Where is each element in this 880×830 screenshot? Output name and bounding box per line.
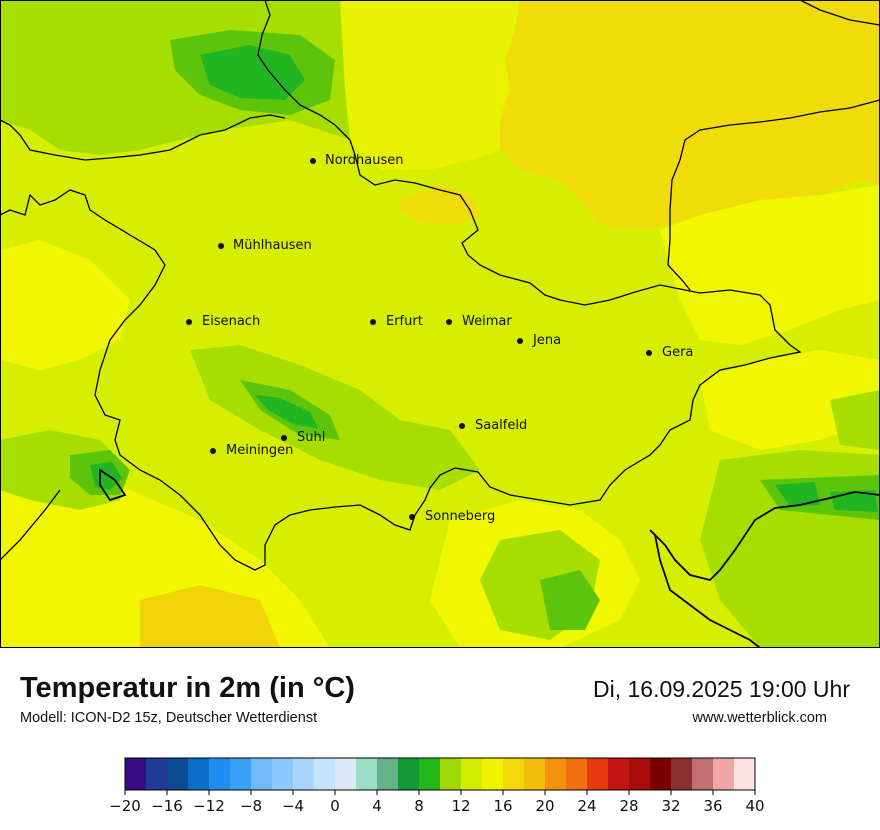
city-dot-icon bbox=[310, 158, 316, 164]
city-dot-icon bbox=[409, 514, 415, 520]
scale-tick-label: 24 bbox=[577, 797, 596, 815]
scale-swatch bbox=[272, 758, 294, 790]
city-label: Jena bbox=[532, 333, 561, 348]
city-saalfeld[interactable]: Saalfeld bbox=[459, 418, 527, 433]
city-dot-icon bbox=[646, 350, 652, 356]
temperature-zones bbox=[0, 0, 880, 648]
scale-tick-label: 40 bbox=[745, 797, 764, 815]
scale-tick-label: 12 bbox=[451, 797, 470, 815]
city-label: Erfurt bbox=[386, 314, 423, 329]
city-meiningen[interactable]: Meiningen bbox=[210, 443, 293, 458]
scale-swatch bbox=[713, 758, 735, 790]
scale-tick-label: −12 bbox=[193, 797, 225, 815]
city-label: Suhl bbox=[297, 430, 325, 445]
scale-swatch bbox=[293, 758, 315, 790]
city-label: Nordhausen bbox=[325, 153, 404, 168]
scale-swatch bbox=[545, 758, 567, 790]
color-scale: −20 −16 −12 −8 −4 0 4 8 12 16 20 24 28 32 36 40 bbox=[109, 757, 765, 815]
scale-tick-label: −20 bbox=[109, 797, 141, 815]
scale-swatch bbox=[146, 758, 168, 790]
cities: Nordhausen Mühlhausen Eisenach Erfurt We… bbox=[186, 153, 693, 524]
city-label: Eisenach bbox=[202, 314, 260, 329]
scale-tick-label: 28 bbox=[619, 797, 638, 815]
model-info: Modell: ICON-D2 15z, Deutscher Wetterdie… bbox=[20, 710, 318, 726]
website-link[interactable]: www.wetterblick.com bbox=[692, 710, 827, 726]
scale-swatch bbox=[335, 758, 357, 790]
city-label: Saalfeld bbox=[475, 418, 527, 433]
scale-swatch bbox=[314, 758, 336, 790]
city-dot-icon bbox=[446, 319, 452, 325]
scale-swatch bbox=[209, 758, 231, 790]
scale-frame bbox=[124, 757, 756, 791]
scale-tick-label: 16 bbox=[493, 797, 512, 815]
city-dot-icon bbox=[370, 319, 376, 325]
scale-swatch bbox=[461, 758, 483, 790]
scale-swatch bbox=[419, 758, 441, 790]
scale-swatch bbox=[398, 758, 420, 790]
scale-swatch bbox=[524, 758, 546, 790]
scale-swatch bbox=[629, 758, 651, 790]
city-label: Mühlhausen bbox=[233, 238, 312, 253]
scale-tick-label: 0 bbox=[330, 797, 340, 815]
scale-tick-label: −8 bbox=[240, 797, 262, 815]
scale-swatch bbox=[188, 758, 210, 790]
scale-tick-label: 8 bbox=[414, 797, 424, 815]
scale-tick-label: 32 bbox=[661, 797, 680, 815]
scale-swatch bbox=[587, 758, 609, 790]
scale-swatch bbox=[566, 758, 588, 790]
scale-swatch bbox=[377, 758, 399, 790]
scale-swatch bbox=[230, 758, 252, 790]
scale-swatch bbox=[734, 758, 756, 790]
city-eisenach[interactable]: Eisenach bbox=[186, 314, 260, 329]
city-dot-icon bbox=[281, 435, 287, 441]
scale-swatch bbox=[356, 758, 378, 790]
city-label: Meiningen bbox=[226, 443, 293, 458]
scale-swatch bbox=[503, 758, 525, 790]
scale-tick-label: 4 bbox=[372, 797, 382, 815]
city-label: Gera bbox=[662, 345, 693, 360]
city-jena[interactable]: Jena bbox=[517, 333, 561, 348]
scale-swatch bbox=[125, 758, 147, 790]
city-label: Weimar bbox=[462, 314, 512, 329]
scale-tick-label: −4 bbox=[282, 797, 304, 815]
scale-swatch bbox=[650, 758, 672, 790]
city-muehlhausen[interactable]: Mühlhausen bbox=[218, 238, 312, 253]
legend-footer: Temperatur in 2m (in °C) Modell: ICON-D2… bbox=[0, 648, 880, 830]
city-suhl[interactable]: Suhl bbox=[281, 430, 325, 445]
city-sonneberg[interactable]: Sonneberg bbox=[409, 509, 495, 524]
scale-swatch bbox=[482, 758, 504, 790]
city-dot-icon bbox=[210, 448, 216, 454]
city-gera[interactable]: Gera bbox=[646, 345, 693, 360]
scale-swatch bbox=[440, 758, 462, 790]
temperature-map: Nordhausen Mühlhausen Eisenach Erfurt We… bbox=[0, 0, 880, 648]
scale-tick-label: 20 bbox=[535, 797, 554, 815]
scale-swatch bbox=[251, 758, 273, 790]
forecast-datetime: Di, 16.09.2025 19:00 Uhr bbox=[592, 676, 850, 702]
city-label: Sonneberg bbox=[425, 509, 495, 524]
scale-tick-label: 36 bbox=[703, 797, 722, 815]
city-dot-icon bbox=[517, 338, 523, 344]
city-weimar[interactable]: Weimar bbox=[446, 314, 512, 329]
city-dot-icon bbox=[186, 319, 192, 325]
city-dot-icon bbox=[218, 243, 224, 249]
scale-swatch bbox=[692, 758, 714, 790]
scale-tick-label: −16 bbox=[151, 797, 183, 815]
scale-swatch bbox=[608, 758, 630, 790]
city-dot-icon bbox=[459, 423, 465, 429]
city-nordhausen[interactable]: Nordhausen bbox=[310, 153, 404, 168]
scale-swatch bbox=[671, 758, 693, 790]
borders bbox=[0, 0, 880, 648]
map-title: Temperatur in 2m (in °C) bbox=[20, 672, 355, 704]
city-erfurt[interactable]: Erfurt bbox=[370, 314, 423, 329]
scale-swatch bbox=[167, 758, 189, 790]
